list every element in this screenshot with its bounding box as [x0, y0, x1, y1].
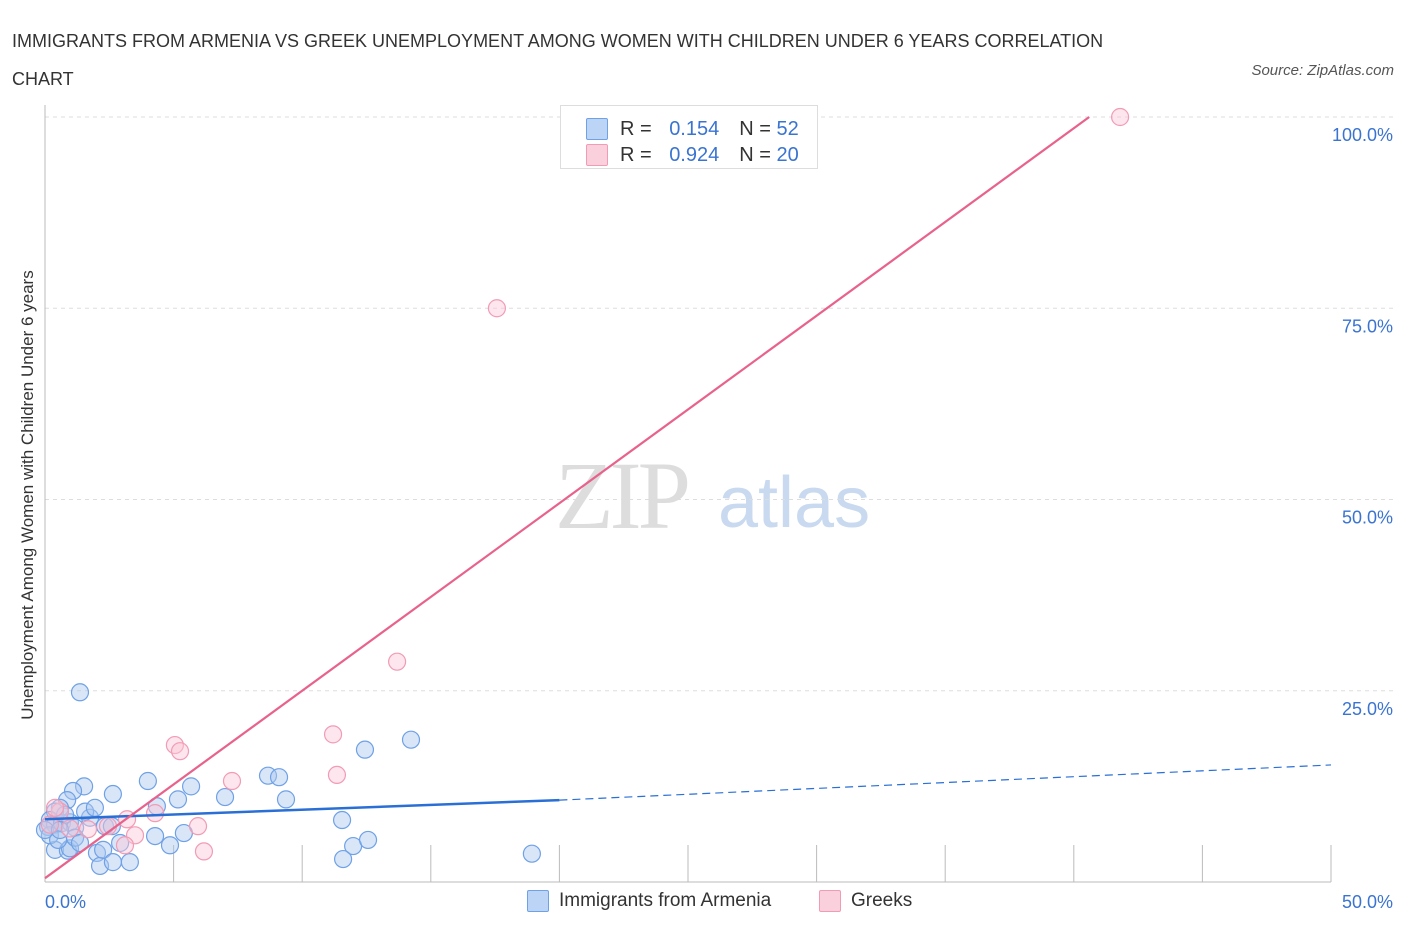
data-point-armenia: [355, 740, 375, 759]
data-point-armenia: [40, 826, 59, 845]
data-point-armenia: [522, 844, 541, 863]
legend-item-armenia: Immigrants from Armenia: [527, 890, 771, 912]
y-tick-label: 25.0%: [1342, 699, 1393, 719]
trend-line-greeks: [44, 116, 1090, 880]
n-label: N =: [739, 143, 771, 166]
n-value: 52: [776, 117, 799, 140]
source-label: Source: ZipAtlas.com: [1251, 62, 1394, 79]
data-point-armenia: [70, 683, 90, 702]
stats-legend: R = 0.154 N = 52 R = 0.924 N = 20: [560, 105, 818, 169]
x-tick-label: 0.0%: [45, 892, 86, 912]
data-point-greeks: [222, 771, 242, 791]
data-point-armenia: [76, 802, 95, 821]
trend-line-armenia-extrapolated: [559, 764, 1332, 801]
blue-swatch: [527, 890, 549, 912]
legend-label: Immigrants from Armenia: [559, 890, 772, 911]
trend-line-armenia: [44, 798, 560, 821]
n-value: 20: [776, 143, 799, 166]
data-point-armenia: [103, 784, 123, 804]
data-point-greeks: [60, 819, 80, 838]
chart-title: IMMIGRANTS FROM ARMENIA VS GREEK UNEMPLO…: [12, 31, 1104, 89]
data-point-armenia: [35, 820, 55, 840]
r-value: 0.924: [669, 143, 720, 166]
data-point-armenia: [181, 777, 201, 796]
data-point-greeks: [388, 652, 407, 671]
pink-swatch: [586, 144, 608, 166]
data-point-armenia: [358, 830, 378, 850]
data-point-greeks: [487, 299, 507, 318]
data-point-armenia: [103, 853, 123, 872]
y-tick-label: 50.0%: [1342, 508, 1393, 528]
r-value: 0.154: [669, 117, 720, 140]
data-point-armenia: [401, 730, 421, 749]
data-point-greeks: [194, 842, 214, 861]
data-point-greeks: [78, 820, 98, 839]
legend-item-greeks: Greeks: [819, 890, 912, 912]
data-point-armenia: [333, 849, 353, 869]
r-label: R =: [620, 117, 652, 140]
y-tick-label: 75.0%: [1342, 316, 1393, 336]
x-tick-label: 50.0%: [1342, 892, 1393, 912]
legend-row-armenia: R = 0.154 N = 52: [586, 116, 799, 142]
data-point-armenia: [85, 798, 104, 817]
data-point-armenia: [120, 853, 139, 872]
n-label: N =: [739, 117, 771, 140]
data-point-armenia: [145, 826, 165, 846]
data-point-greeks: [327, 765, 347, 785]
legend-row-greeks: R = 0.924 N = 20: [586, 142, 799, 168]
data-point-greeks: [188, 817, 208, 836]
data-point-armenia: [94, 840, 113, 859]
r-label: R =: [620, 143, 652, 166]
y-tick-label: 100.0%: [1332, 125, 1393, 145]
data-point-armenia: [160, 836, 180, 855]
data-point-greeks: [45, 798, 65, 817]
data-point-greeks: [170, 742, 190, 761]
data-point-armenia: [332, 810, 352, 830]
data-point-greeks: [145, 804, 165, 823]
legend-label: Greeks: [851, 890, 913, 911]
data-point-greeks: [323, 725, 343, 744]
data-point-armenia: [111, 833, 130, 853]
data-point-armenia: [276, 790, 296, 809]
data-point-armenia: [168, 790, 188, 809]
pink-swatch: [819, 890, 841, 912]
data-point-greeks: [1110, 107, 1130, 127]
blue-swatch: [586, 118, 608, 140]
data-point-armenia: [215, 787, 235, 807]
data-point-armenia: [65, 828, 85, 847]
data-point-armenia: [269, 768, 289, 787]
watermark-atlas: atlas: [718, 463, 871, 543]
watermark-zip: ZIP: [555, 442, 691, 549]
data-point-armenia: [74, 777, 94, 796]
data-point-armenia: [138, 771, 157, 791]
data-point-armenia: [63, 781, 83, 801]
data-point-greeks: [115, 836, 135, 855]
